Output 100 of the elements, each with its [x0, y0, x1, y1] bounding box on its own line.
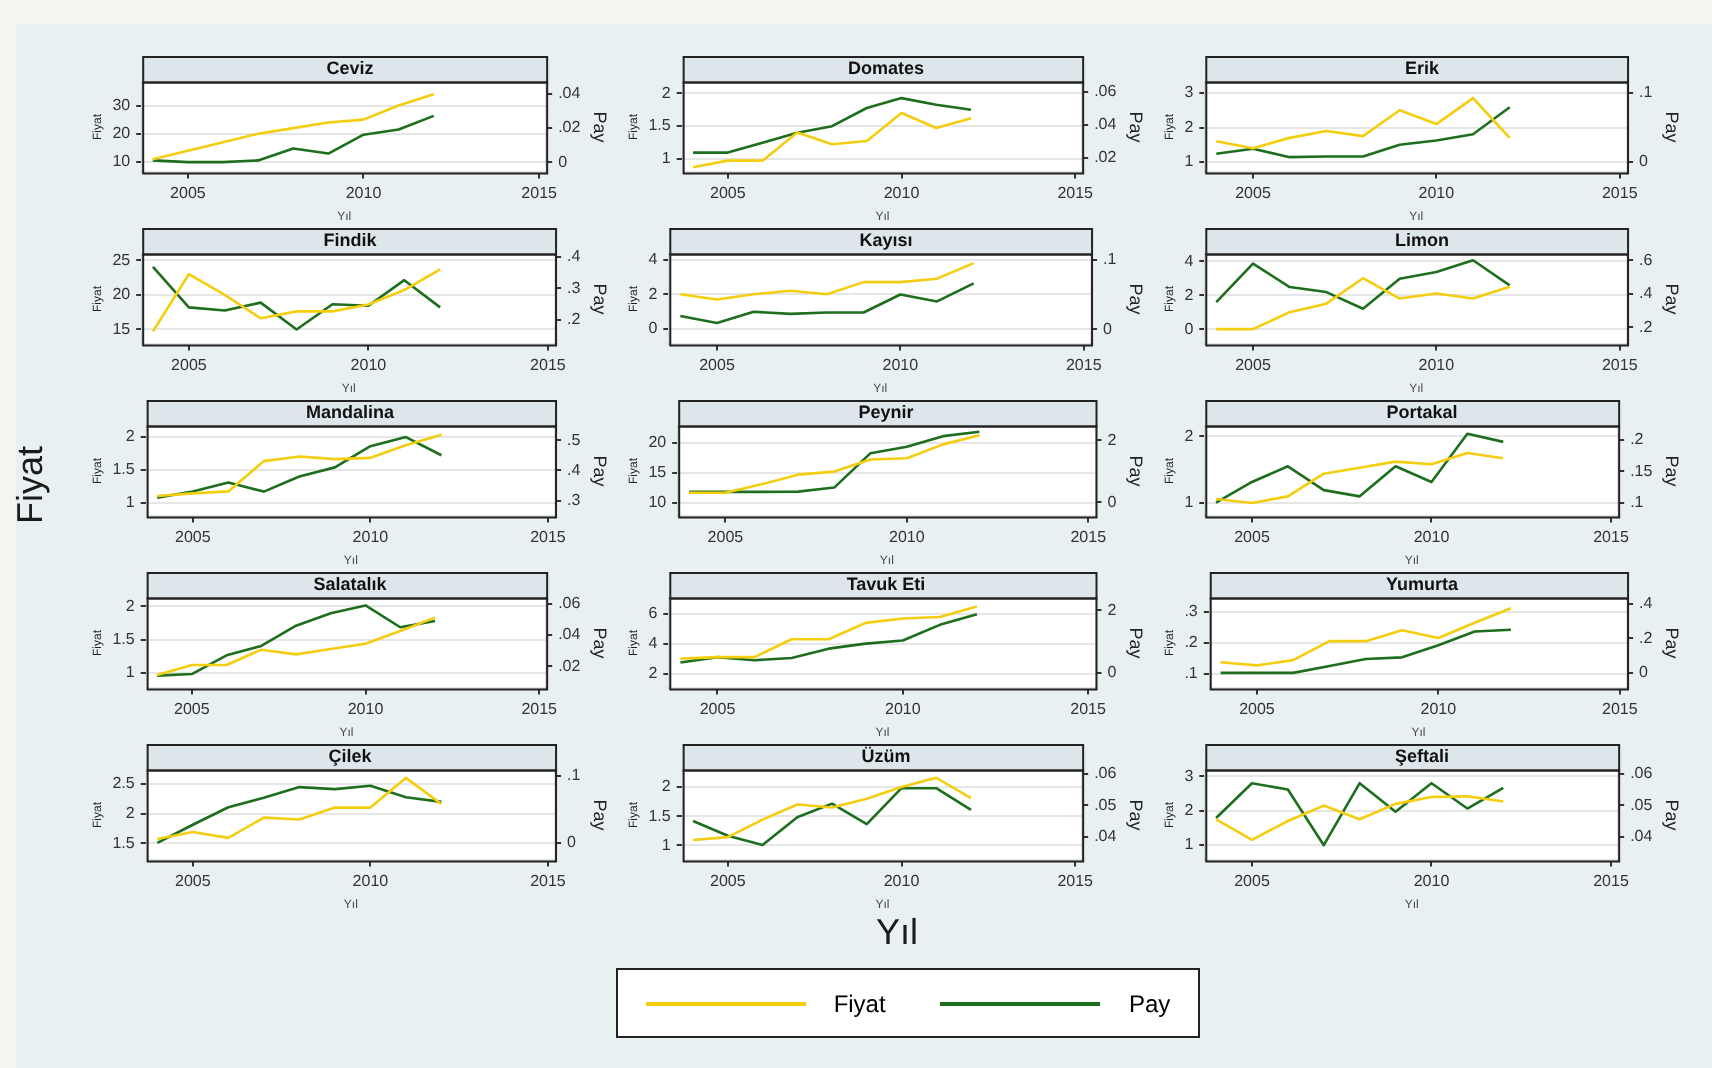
y-tick-label: 20: [648, 432, 668, 451]
x-tick-label: 2010: [882, 356, 920, 375]
x-tick-label: 2015: [530, 872, 567, 891]
y-tick-label: 2: [661, 83, 672, 102]
y2-tick-label: 0: [1639, 152, 1650, 171]
x-tick-label: 2005: [1234, 528, 1271, 547]
x-tick-label: 2005: [1234, 872, 1271, 891]
x-tick-label: 2010: [350, 356, 388, 375]
y-tick-label: 2: [1184, 285, 1195, 304]
x-tick-label: 2015: [1601, 184, 1639, 203]
y-tick-label: 2: [125, 803, 136, 822]
y-tick-label: 1.5: [648, 116, 672, 135]
y2-tick-label: .4: [1639, 594, 1654, 613]
x-tick-label: 2010: [1413, 872, 1451, 891]
y-tick-label: 2: [125, 427, 136, 446]
y-tick-label: 10: [112, 152, 132, 171]
y-tick-label: 25: [112, 250, 132, 269]
y2-tick-label: .2: [1630, 430, 1645, 449]
y2-tick-label: .04: [1094, 114, 1118, 133]
x-tick-label: 2010: [345, 184, 383, 203]
x-tick-label: 2010: [883, 872, 921, 891]
x-tick-label: 2005: [174, 700, 211, 719]
x-tick-label: 2010: [1413, 528, 1451, 547]
y-tick-label: 2: [1184, 117, 1195, 136]
chart-title: Portakal: [1386, 401, 1458, 422]
y2-axis-title: Pay: [1126, 111, 1147, 144]
chart-title: Şeftali: [1394, 745, 1450, 766]
chart-title: Limon: [1395, 229, 1449, 250]
chart-title: Kayısı: [859, 229, 913, 250]
y2-tick-label: 0: [1103, 319, 1114, 338]
y-tick-label: 1.5: [112, 833, 136, 852]
x-tick-label: 2005: [1239, 700, 1276, 719]
y2-tick-label: .06: [558, 594, 582, 613]
chart-title: Mandalina: [305, 401, 396, 422]
y2-axis-title: Pay: [590, 111, 611, 144]
y-tick-label: 2: [648, 284, 659, 303]
y2-axis-title: Pay: [1662, 111, 1683, 144]
x-tick-label: 2010: [1420, 700, 1458, 719]
y2-tick-label: .05: [1094, 795, 1118, 814]
y-tick-label: .1: [1184, 664, 1199, 683]
y-tick-label: 1: [661, 149, 672, 168]
y2-tick-label: 2: [1107, 430, 1118, 449]
y2-tick-label: .3: [567, 278, 582, 297]
x-tick-label: 2015: [1070, 700, 1107, 719]
y2-tick-label: .6: [1639, 250, 1654, 269]
x-tick-label: 2015: [530, 528, 567, 547]
y2-axis-title: Pay: [590, 283, 611, 316]
y-tick-label: 0: [648, 319, 659, 338]
y-tick-label: 1.5: [648, 806, 672, 825]
y-tick-label: 3: [1184, 766, 1195, 785]
x-tick-label: 2015: [1057, 872, 1095, 891]
y2-axis-title: Pay: [590, 627, 611, 660]
x-tick-label: 2010: [347, 700, 385, 719]
y2-axis-title: Pay: [1126, 283, 1147, 316]
y2-tick-label: .1: [1630, 493, 1645, 512]
y2-axis-title: Pay: [1126, 627, 1147, 660]
x-tick-label: 2005: [175, 528, 212, 547]
chart-title: Yumurta: [1385, 573, 1460, 594]
x-tick-label: 2015: [1065, 356, 1103, 375]
y-tick-label: 1: [661, 835, 672, 854]
x-tick-label: 2005: [1235, 184, 1272, 203]
y2-tick-label: .04: [1094, 827, 1118, 846]
y-tick-label: .3: [1184, 602, 1199, 620]
chart-title: Ceviz: [326, 57, 375, 78]
y2-axis-title: Pay: [1126, 799, 1147, 832]
y-tick-label: 0: [1184, 319, 1195, 338]
y2-axis-title: Pay: [1126, 455, 1147, 488]
y-tick-label: 1: [125, 492, 136, 511]
y2-tick-label: .05: [1630, 795, 1654, 814]
x-tick-label: 2005: [699, 356, 736, 375]
y2-tick-label: .5: [567, 430, 582, 449]
x-tick-label: 2010: [352, 528, 390, 547]
y-tick-label: 2: [661, 777, 672, 796]
chart-title: Peynir: [858, 401, 915, 422]
y2-tick-label: .3: [567, 491, 582, 510]
text: Fiyat: [833, 989, 886, 1017]
y-tick-label: 30: [112, 95, 132, 114]
y2-axis-title: Pay: [590, 799, 611, 832]
y2-tick-label: .2: [567, 310, 582, 329]
x-tick-label: 2010: [1418, 184, 1456, 203]
y-tick-label: 4: [648, 250, 659, 269]
y-tick-label: 4: [1184, 251, 1195, 270]
chart-title: Çilek: [328, 745, 374, 766]
y2-tick-label: .1: [567, 766, 582, 785]
x-tick-label: 2010: [352, 872, 390, 891]
text: Pay: [1128, 989, 1171, 1017]
y2-tick-label: .04: [558, 625, 582, 644]
x-tick-label: 2005: [170, 184, 207, 203]
x-tick-label: 2015: [1593, 528, 1630, 547]
y-tick-label: .2: [1184, 633, 1199, 652]
y2-tick-label: .04: [1630, 827, 1654, 846]
y-tick-label: 1.5: [112, 630, 136, 649]
y2-tick-label: .15: [1630, 461, 1654, 480]
chart-title: Erik: [1404, 57, 1441, 78]
y2-tick-label: .06: [1630, 764, 1654, 783]
y2-axis-title: Pay: [1662, 627, 1683, 660]
y-tick-label: 1: [1184, 152, 1195, 171]
x-tick-label: 2005: [710, 872, 747, 891]
y2-tick-label: 0: [558, 152, 569, 171]
y2-tick-label: .06: [1094, 81, 1118, 100]
